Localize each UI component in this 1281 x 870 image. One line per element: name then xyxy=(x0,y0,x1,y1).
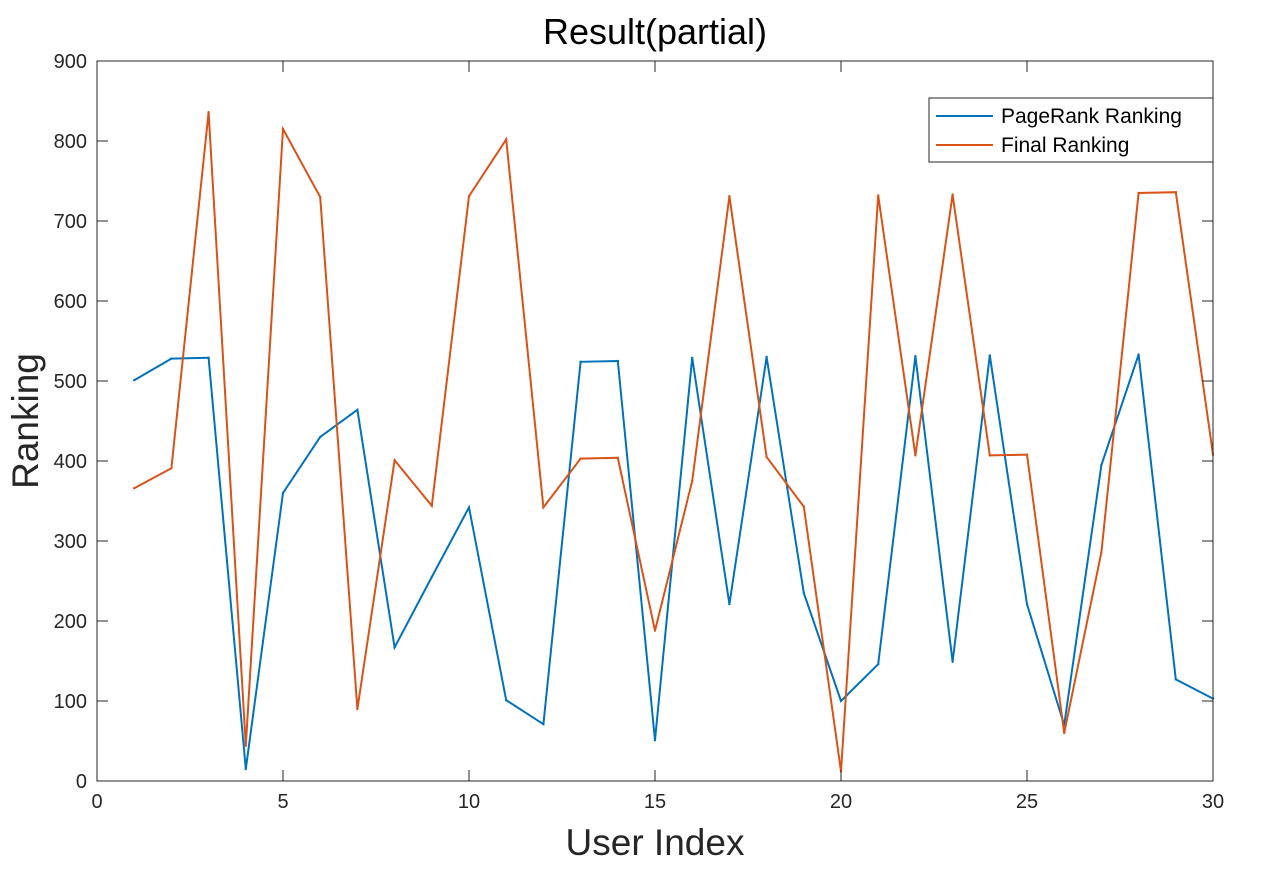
data-point-s0-19 xyxy=(839,699,843,703)
data-point-s1-16 xyxy=(728,195,731,198)
data-point-s0-18 xyxy=(802,591,805,595)
data-point-s0-2 xyxy=(207,356,210,359)
legend-box xyxy=(928,97,1214,163)
data-point-s0-13 xyxy=(616,359,619,363)
data-point-s1-11 xyxy=(542,506,545,509)
data-point-s0-5 xyxy=(319,435,322,439)
data-point-s0-10 xyxy=(505,699,508,702)
data-point-s0-7 xyxy=(393,646,396,649)
data-point-s1-14 xyxy=(653,629,657,632)
data-point-s0-0 xyxy=(133,379,136,382)
series-line-0 xyxy=(133,354,1214,770)
data-point-s1-1 xyxy=(170,467,173,470)
data-point-s1-15 xyxy=(691,479,694,483)
data-point-s1-9 xyxy=(467,195,471,198)
legend-label-0: PageRank Ranking xyxy=(1001,105,1182,128)
data-point-s0-9 xyxy=(467,506,471,509)
data-point-s1-2 xyxy=(207,111,210,114)
data-point-s0-16 xyxy=(728,603,731,606)
data-point-s1-13 xyxy=(616,456,619,459)
data-point-s1-21 xyxy=(914,454,917,457)
y-tick-label: 300 xyxy=(54,531,87,553)
data-point-s1-27 xyxy=(1137,191,1140,195)
y-tick-label: 800 xyxy=(54,131,87,153)
data-point-s0-17 xyxy=(765,355,768,359)
x-tick-label: 0 xyxy=(91,791,102,813)
data-point-s1-5 xyxy=(319,195,322,199)
y-tick-label: 600 xyxy=(54,291,87,313)
data-point-s1-24 xyxy=(1025,453,1029,456)
data-point-s1-17 xyxy=(765,455,768,459)
data-point-s1-18 xyxy=(802,505,805,508)
data-point-s1-7 xyxy=(393,459,396,462)
data-point-s0-20 xyxy=(877,663,880,666)
data-point-s1-10 xyxy=(505,138,508,141)
data-point-s1-25 xyxy=(1063,731,1066,735)
data-point-s1-12 xyxy=(579,457,582,460)
series-line-1 xyxy=(133,112,1214,772)
y-axis-title: Ranking xyxy=(5,353,46,489)
data-point-s1-28 xyxy=(1174,191,1178,194)
y-tick-label: 900 xyxy=(54,51,87,73)
data-point-s0-27 xyxy=(1137,353,1140,356)
x-tick-label: 10 xyxy=(458,791,480,813)
data-point-s1-6 xyxy=(356,707,359,711)
data-point-s1-23 xyxy=(988,454,991,457)
x-tick-label: 20 xyxy=(830,791,852,813)
data-point-s0-6 xyxy=(356,408,359,411)
y-tick-label: 500 xyxy=(54,371,87,393)
legend-label-1: Final Ranking xyxy=(1001,134,1129,157)
data-point-s0-4 xyxy=(281,491,285,495)
data-point-s1-26 xyxy=(1100,551,1103,554)
data-point-s0-21 xyxy=(914,355,917,358)
x-tick-label: 25 xyxy=(1016,791,1038,813)
legend: PageRank Ranking Final Ranking xyxy=(928,97,1214,163)
x-tick-label: 30 xyxy=(1202,791,1224,813)
y-tick-label: 200 xyxy=(54,611,87,633)
x-tick-label: 15 xyxy=(644,791,666,813)
y-tick-label: 100 xyxy=(54,691,87,713)
y-tick-label: 700 xyxy=(54,211,87,233)
chart-title: Result(partial) xyxy=(543,11,767,52)
data-point-s0-26 xyxy=(1100,463,1103,467)
data-point-s1-0 xyxy=(133,487,136,490)
data-point-s0-15 xyxy=(691,356,694,359)
data-point-s0-1 xyxy=(170,357,173,360)
data-point-s0-3 xyxy=(244,767,247,771)
y-tick-label: 0 xyxy=(76,771,87,793)
data-point-s0-12 xyxy=(579,360,582,363)
data-point-s0-24 xyxy=(1025,603,1029,606)
series-layer xyxy=(133,111,1215,773)
data-point-s0-14 xyxy=(653,739,657,742)
data-point-s1-4 xyxy=(281,127,285,131)
data-point-s1-3 xyxy=(244,744,247,747)
data-point-s1-8 xyxy=(430,504,433,507)
data-point-s1-20 xyxy=(877,194,880,197)
y-tick-label: 400 xyxy=(54,451,87,473)
x-axis-title: User Index xyxy=(566,822,745,863)
data-point-s0-11 xyxy=(542,723,545,726)
data-point-s1-22 xyxy=(951,193,954,196)
data-point-s0-8 xyxy=(430,575,433,579)
data-point-s0-28 xyxy=(1174,678,1178,681)
data-point-s0-23 xyxy=(988,354,991,357)
x-tick-label: 5 xyxy=(277,791,288,813)
data-point-s0-22 xyxy=(951,660,954,663)
